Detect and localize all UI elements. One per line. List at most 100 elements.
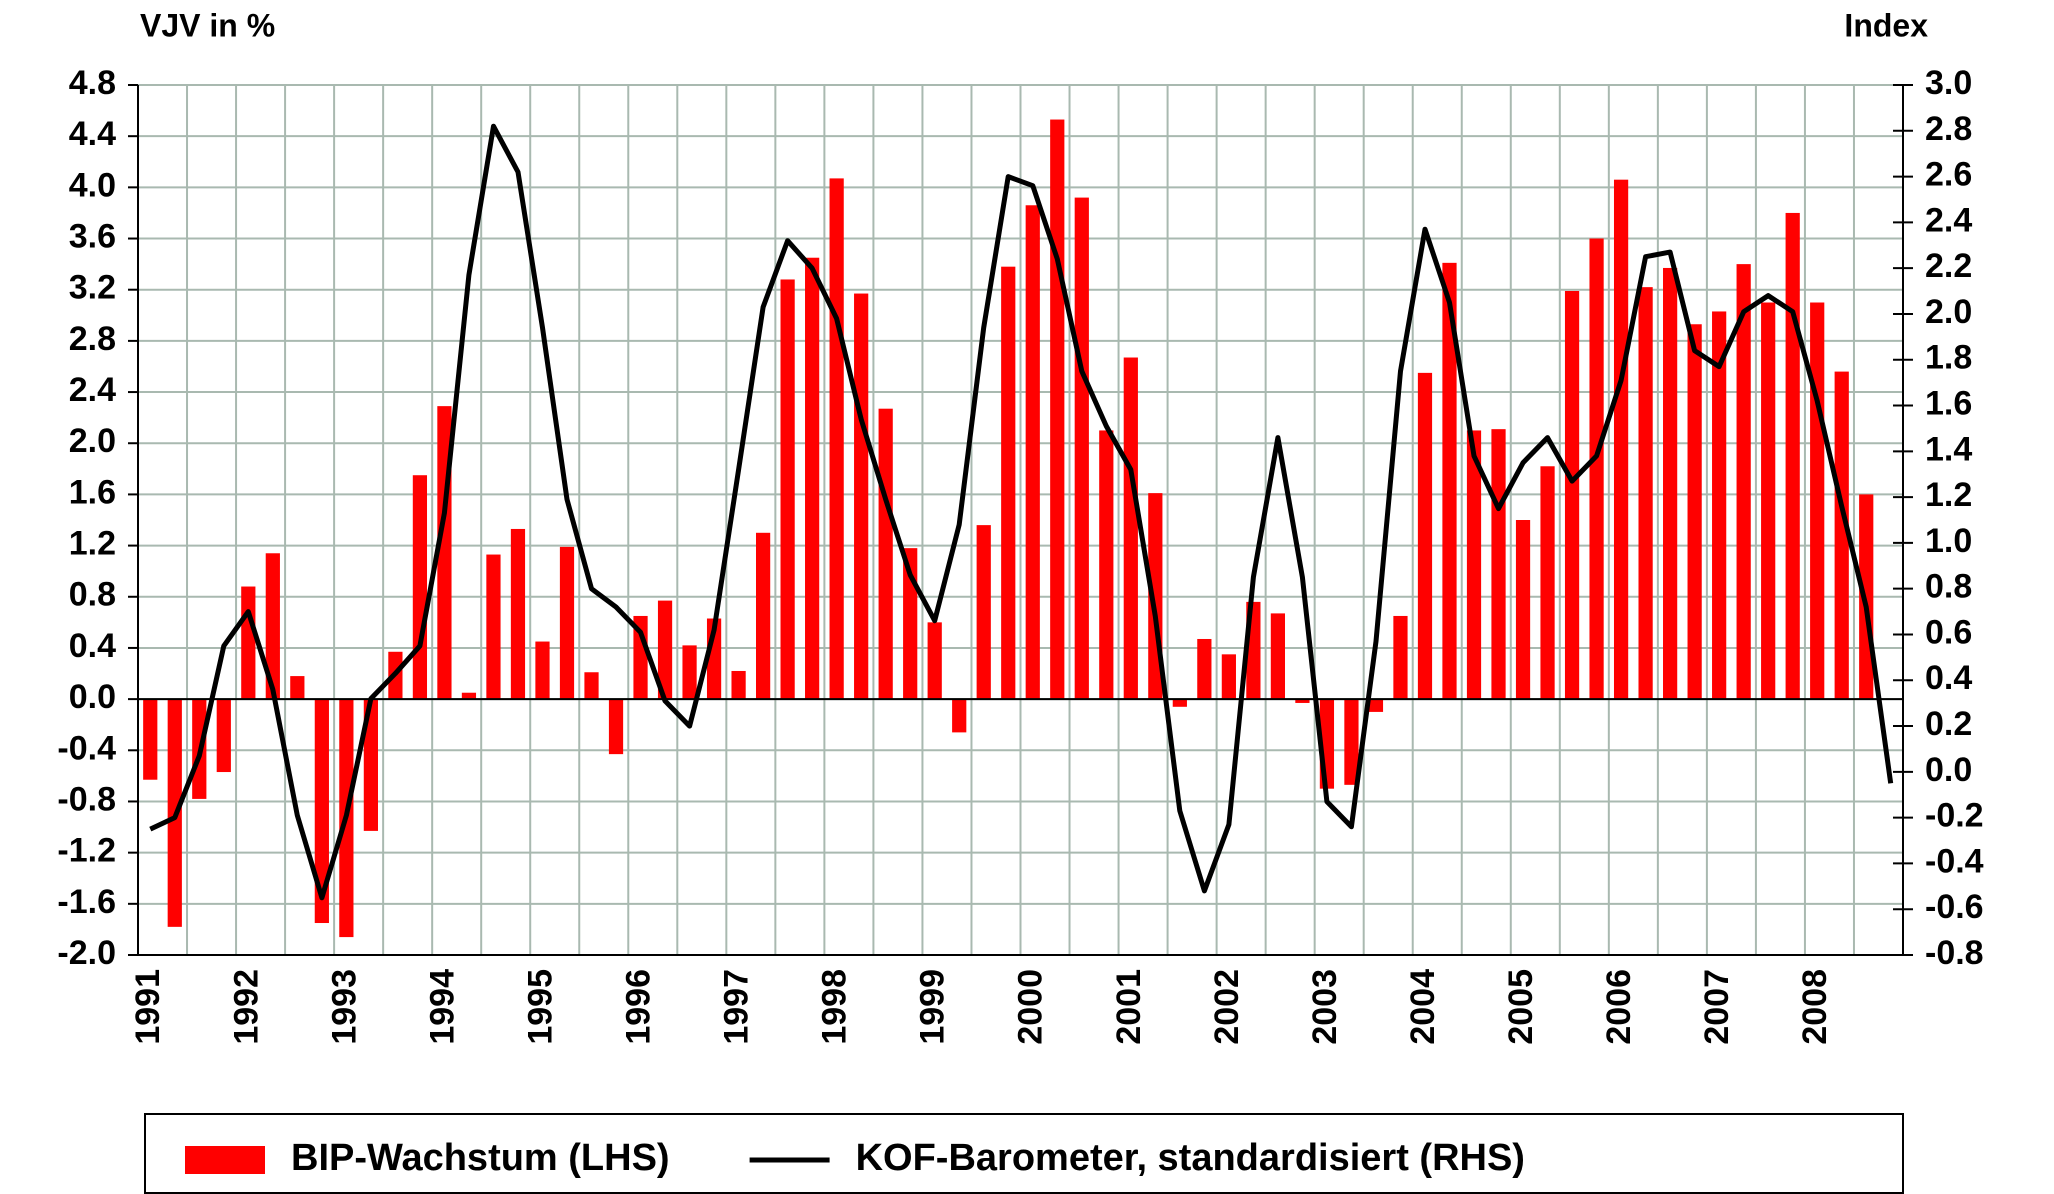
- x-tick-label: 2006: [1600, 969, 1638, 1045]
- x-tick-label: 1998: [816, 969, 854, 1045]
- y-tick-label: -0.8: [57, 780, 116, 818]
- x-tick-label: 2003: [1306, 969, 1344, 1045]
- y2-tick-label: 0.8: [1925, 568, 1972, 606]
- x-tick-label: 1994: [423, 969, 461, 1045]
- bar: [854, 293, 869, 700]
- bar: [1172, 699, 1187, 707]
- bar: [1099, 430, 1114, 700]
- y-tick-label: 1.2: [69, 525, 116, 563]
- x-tick-label: 2002: [1208, 969, 1246, 1045]
- bar: [976, 525, 991, 700]
- bar: [363, 699, 378, 831]
- x-tick-label: 2001: [1110, 969, 1148, 1045]
- x-tick-label: 2005: [1502, 969, 1540, 1045]
- y2-tick-label: 0.4: [1925, 659, 1972, 697]
- y2-tick-label: -0.8: [1925, 934, 1984, 972]
- bar: [608, 699, 624, 755]
- bar: [657, 600, 673, 700]
- legend-box: [144, 1113, 1904, 1194]
- bar: [829, 178, 844, 700]
- bar: [780, 279, 795, 700]
- bar: [1785, 212, 1800, 700]
- legend-label: BIP-Wachstum (LHS): [291, 1137, 670, 1179]
- y-tick-label: 3.6: [69, 218, 116, 256]
- y2-tick-label: 2.2: [1925, 247, 1972, 285]
- bar: [1221, 654, 1236, 700]
- bar: [1442, 262, 1457, 700]
- bar: [1712, 311, 1727, 700]
- bar: [1687, 324, 1702, 700]
- bar: [535, 641, 550, 700]
- y-tick-label: 0.0: [69, 678, 116, 716]
- y2-axis-title: Index: [1844, 7, 1928, 43]
- bar: [1050, 119, 1065, 700]
- y-tick-label: -1.2: [57, 832, 116, 870]
- x-tick-label: 1995: [521, 969, 559, 1045]
- y-tick-label: 2.4: [69, 371, 116, 409]
- bar: [1417, 372, 1433, 700]
- x-tick-label: 1999: [914, 969, 952, 1045]
- x-tick-label: 2007: [1698, 969, 1736, 1045]
- y2-tick-label: 1.6: [1925, 385, 1972, 423]
- bar: [1123, 357, 1138, 700]
- bar: [1491, 429, 1506, 700]
- bar: [461, 692, 477, 700]
- bar: [412, 475, 428, 700]
- bar: [952, 699, 967, 733]
- y-tick-label: 4.4: [69, 115, 116, 153]
- y2-tick-label: -0.4: [1925, 842, 1984, 880]
- y2-tick-label: 0.0: [1925, 751, 1972, 789]
- bar: [1736, 264, 1751, 700]
- bar: [559, 546, 575, 700]
- bar: [241, 586, 256, 700]
- bar: [755, 532, 771, 700]
- legend-swatch: [185, 1146, 265, 1174]
- bar: [1393, 615, 1408, 700]
- y-tick-label: 4.0: [69, 166, 116, 204]
- y2-tick-label: 2.6: [1925, 156, 1972, 194]
- bar: [314, 699, 329, 924]
- y2-tick-label: 2.8: [1925, 110, 1972, 148]
- bar: [290, 676, 305, 700]
- bar: [1074, 197, 1089, 700]
- y2-tick-label: 0.2: [1925, 705, 1972, 743]
- bar: [1270, 613, 1286, 700]
- bar: [1295, 699, 1310, 703]
- bar: [805, 257, 820, 700]
- legend-label: KOF-Barometer, standardisiert (RHS): [856, 1137, 1525, 1179]
- bar: [486, 554, 501, 700]
- bar: [1564, 290, 1580, 700]
- bar: [1025, 205, 1040, 700]
- bar: [927, 622, 942, 700]
- bar: [1197, 638, 1212, 700]
- x-tick-label: 1993: [325, 969, 363, 1045]
- line: [149, 123, 1894, 901]
- y-tick-label: 0.4: [69, 627, 116, 665]
- y2-tick-label: 3.0: [1925, 64, 1972, 102]
- y-axis-title: VJV in %: [140, 7, 275, 43]
- x-tick-label: 2000: [1012, 969, 1050, 1045]
- bar: [265, 553, 280, 700]
- y2-tick-label: 1.4: [1925, 430, 1972, 468]
- y2-tick-label: 1.2: [1925, 476, 1972, 514]
- y2-tick-label: 2.4: [1925, 201, 1972, 239]
- bar: [1540, 466, 1555, 700]
- bar: [682, 645, 697, 700]
- bar: [1638, 287, 1653, 700]
- x-tick-label: 2008: [1796, 969, 1834, 1045]
- bar: [216, 699, 231, 773]
- y2-tick-label: 1.8: [1925, 339, 1972, 377]
- bar: [1515, 520, 1531, 700]
- y-tick-label: -0.4: [57, 729, 116, 767]
- y-tick-label: -2.0: [57, 934, 116, 972]
- y2-tick-label: 0.6: [1925, 613, 1972, 651]
- bar: [584, 672, 599, 700]
- bar: [1834, 371, 1849, 700]
- x-tick-label: 1991: [129, 969, 167, 1045]
- bar: [143, 699, 158, 780]
- bar: [1613, 179, 1629, 700]
- y2-tick-label: 2.0: [1925, 293, 1972, 331]
- x-tick-label: 1997: [718, 969, 756, 1045]
- bar: [1368, 699, 1384, 712]
